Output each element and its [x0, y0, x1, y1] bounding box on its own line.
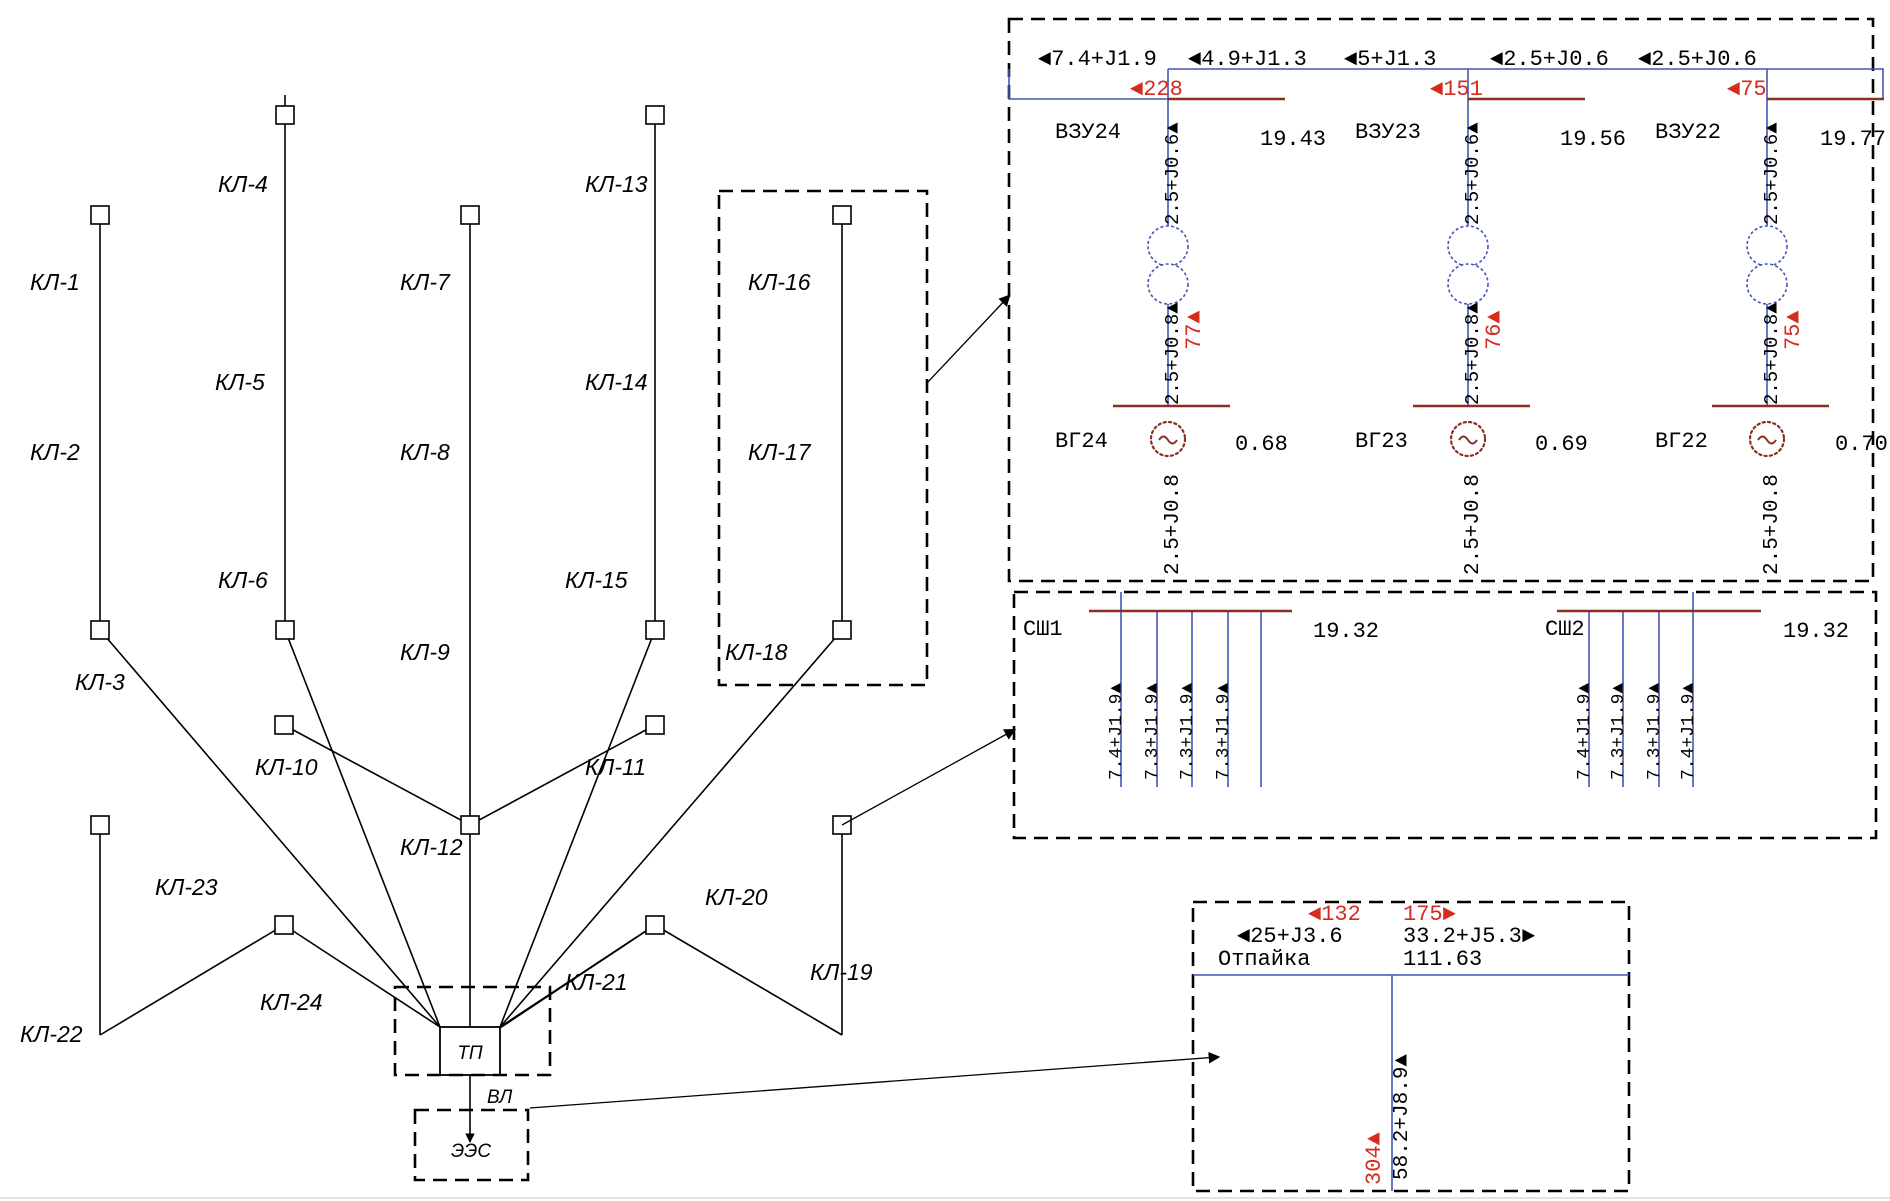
svg-text:ТП: ТП	[457, 1043, 483, 1064]
svg-text:2.5+J0.8: 2.5+J0.8	[1462, 474, 1485, 575]
svg-text:7.4+J1.9▲: 7.4+J1.9▲	[1107, 683, 1127, 780]
svg-text:2.5+J0.8▲: 2.5+J0.8▲	[1162, 302, 1184, 405]
svg-text:58.2+J8.9▲: 58.2+J8.9▲	[1391, 1054, 1414, 1180]
svg-text:7.4+J1.9▲: 7.4+J1.9▲	[1679, 683, 1699, 780]
svg-text:2.5+J0.6▲: 2.5+J0.6▲	[1761, 122, 1783, 225]
svg-text:КЛ-13: КЛ-13	[585, 171, 648, 197]
svg-text:2.5+J0.8▲: 2.5+J0.8▲	[1462, 302, 1484, 405]
svg-text:СШ2: СШ2	[1545, 617, 1585, 642]
svg-text:ВЗУ23: ВЗУ23	[1355, 120, 1421, 145]
svg-text:КЛ-19: КЛ-19	[810, 959, 873, 985]
svg-text:0.68: 0.68	[1235, 432, 1288, 457]
svg-text:КЛ-14: КЛ-14	[585, 369, 648, 395]
svg-text:ВГ22: ВГ22	[1655, 429, 1708, 454]
svg-text:◄151: ◄151	[1430, 77, 1483, 102]
svg-text:КЛ-8: КЛ-8	[400, 439, 450, 465]
svg-text:304▲: 304▲	[1362, 1131, 1387, 1185]
svg-text:75▲: 75▲	[1781, 310, 1806, 350]
svg-text:КЛ-10: КЛ-10	[255, 754, 318, 780]
svg-text:КЛ-21: КЛ-21	[565, 969, 628, 995]
svg-text:ВЗУ24: ВЗУ24	[1055, 120, 1121, 145]
svg-text:7.3+J1.9▲: 7.3+J1.9▲	[1214, 683, 1234, 780]
svg-text:2.5+J0.6▲: 2.5+J0.6▲	[1462, 122, 1484, 225]
svg-text:2.5+J0.8: 2.5+J0.8	[1162, 474, 1185, 575]
svg-text:ВГ23: ВГ23	[1355, 429, 1408, 454]
svg-text:КЛ-2: КЛ-2	[30, 439, 80, 465]
svg-text:◄4.9+J1.3: ◄4.9+J1.3	[1188, 47, 1307, 72]
svg-text:7.3+J1.9▲: 7.3+J1.9▲	[1609, 683, 1629, 780]
svg-text:КЛ-3: КЛ-3	[75, 669, 125, 695]
svg-text:19.56: 19.56	[1560, 127, 1626, 152]
svg-text:7.3+J1.9▲: 7.3+J1.9▲	[1645, 683, 1665, 780]
svg-text:КЛ-6: КЛ-6	[218, 567, 268, 593]
svg-text:ЭЭС: ЭЭС	[451, 1141, 491, 1162]
svg-text:◄75: ◄75	[1727, 77, 1767, 102]
svg-text:КЛ-20: КЛ-20	[705, 884, 768, 910]
svg-text:111.63: 111.63	[1403, 947, 1482, 972]
svg-text:2.5+J0.8: 2.5+J0.8	[1761, 474, 1784, 575]
svg-text:КЛ-11: КЛ-11	[585, 754, 646, 780]
svg-text:КЛ-1: КЛ-1	[30, 269, 80, 295]
svg-text:7.3+J1.9▲: 7.3+J1.9▲	[1178, 683, 1198, 780]
svg-text:КЛ-9: КЛ-9	[400, 639, 450, 665]
svg-text:◄5+J1.3: ◄5+J1.3	[1344, 47, 1436, 72]
svg-text:КЛ-17: КЛ-17	[748, 439, 812, 465]
svg-text:КЛ-18: КЛ-18	[725, 639, 788, 665]
svg-text:КЛ-7: КЛ-7	[400, 269, 451, 295]
svg-text:2.5+J0.8▲: 2.5+J0.8▲	[1761, 302, 1783, 405]
svg-text:0.70: 0.70	[1835, 432, 1888, 457]
svg-text:КЛ-23: КЛ-23	[155, 874, 218, 900]
svg-text:◄25+J3.6: ◄25+J3.6	[1237, 924, 1343, 949]
svg-text:0.69: 0.69	[1535, 432, 1588, 457]
svg-text:КЛ-4: КЛ-4	[218, 171, 268, 197]
svg-text:19.32: 19.32	[1783, 619, 1849, 644]
svg-text:19.77: 19.77	[1820, 127, 1886, 152]
svg-text:◄132: ◄132	[1308, 902, 1361, 927]
svg-text:19.43: 19.43	[1260, 127, 1326, 152]
svg-text:ВГ24: ВГ24	[1055, 429, 1108, 454]
svg-text:◄228: ◄228	[1130, 77, 1183, 102]
svg-text:КЛ-12: КЛ-12	[400, 834, 463, 860]
svg-text:2.5+J0.6▲: 2.5+J0.6▲	[1162, 122, 1184, 225]
svg-text:СШ1: СШ1	[1023, 617, 1063, 642]
svg-text:77▲: 77▲	[1182, 310, 1207, 350]
svg-text:КЛ-22: КЛ-22	[20, 1021, 83, 1047]
svg-text:7.4+J1.9▲: 7.4+J1.9▲	[1575, 683, 1595, 780]
svg-text:Отпайка: Отпайка	[1218, 947, 1310, 972]
svg-text:ВЛ: ВЛ	[487, 1087, 513, 1108]
svg-text:7.3+J1.9▲: 7.3+J1.9▲	[1143, 683, 1163, 780]
svg-text:76▲: 76▲	[1482, 310, 1507, 350]
svg-text:КЛ-15: КЛ-15	[565, 567, 628, 593]
svg-text:19.32: 19.32	[1313, 619, 1379, 644]
svg-text:КЛ-5: КЛ-5	[215, 369, 265, 395]
svg-text:◄2.5+J0.6: ◄2.5+J0.6	[1490, 47, 1609, 72]
svg-text:◄7.4+J1.9: ◄7.4+J1.9	[1038, 47, 1157, 72]
svg-text:КЛ-16: КЛ-16	[748, 269, 811, 295]
svg-text:◄2.5+J0.6: ◄2.5+J0.6	[1638, 47, 1757, 72]
svg-text:ВЗУ22: ВЗУ22	[1655, 120, 1721, 145]
svg-text:175►: 175►	[1403, 902, 1457, 927]
svg-text:КЛ-24: КЛ-24	[260, 989, 323, 1015]
svg-text:33.2+J5.3►: 33.2+J5.3►	[1403, 924, 1536, 949]
